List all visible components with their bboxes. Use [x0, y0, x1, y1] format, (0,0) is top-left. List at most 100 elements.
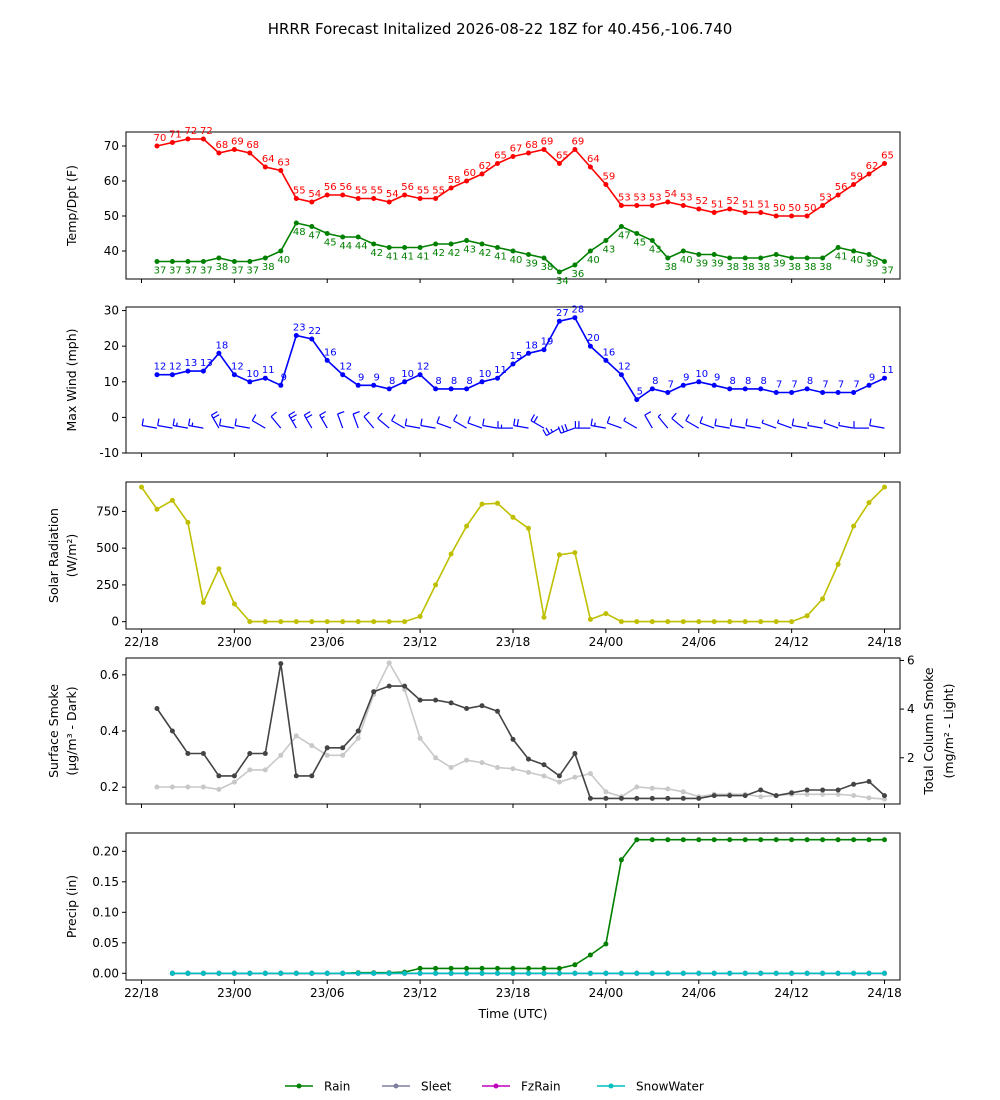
data-point [851, 182, 857, 187]
data-label: 38 [541, 262, 554, 273]
data-point [247, 751, 253, 756]
data-label: 38 [742, 262, 755, 273]
data-point [727, 386, 733, 392]
data-point [665, 795, 671, 801]
data-point [278, 752, 284, 758]
data-label: 37 [246, 266, 259, 277]
data-point [417, 372, 423, 378]
data-point [665, 199, 671, 205]
data-label: 16 [324, 347, 337, 358]
data-point [696, 379, 702, 385]
data-point [541, 347, 547, 353]
data-label: 15 [510, 351, 523, 362]
data-label: 19 [541, 337, 554, 348]
x-tick-label: 23/12 [403, 986, 438, 1000]
data-label: 12 [417, 362, 430, 373]
data-label: 63 [277, 158, 290, 169]
data-point [680, 789, 686, 795]
wind-barb-feather [644, 411, 652, 416]
data-point [696, 619, 702, 625]
data-label: 42 [479, 248, 492, 259]
wind-barb-shaft [671, 417, 684, 429]
data-point [278, 619, 284, 625]
data-point [510, 736, 516, 742]
y-axis-label: Solar Radiation [46, 508, 61, 603]
data-point [510, 970, 516, 976]
data-label: 50 [788, 203, 801, 214]
data-point [587, 343, 593, 349]
data-point [835, 787, 841, 793]
wind-barb-shaft [288, 414, 297, 429]
wind-barb-shaft [319, 414, 328, 429]
data-label: 53 [819, 193, 832, 204]
data-point [510, 248, 516, 254]
wind-barb-feather [838, 421, 840, 426]
data-label: 13 [185, 358, 198, 369]
data-point [603, 970, 609, 976]
data-point [696, 837, 702, 843]
data-point [479, 171, 485, 177]
data-point [278, 248, 284, 254]
data-point [634, 203, 640, 208]
data-label: 67 [510, 144, 523, 155]
data-point [371, 241, 377, 247]
data-point [448, 700, 454, 706]
data-point [495, 375, 500, 381]
data-point [727, 837, 733, 843]
data-point [541, 147, 547, 152]
y-tick-label: 50 [104, 209, 119, 223]
data-point [758, 210, 764, 215]
data-point [386, 619, 392, 625]
wind-barb-feather [141, 418, 144, 426]
wind-barb-feather [869, 418, 872, 426]
data-point [587, 970, 593, 976]
data-point [355, 728, 361, 734]
data-point [495, 245, 500, 250]
data-label: 42 [432, 248, 445, 259]
data-point [309, 619, 315, 625]
data-point [758, 619, 764, 625]
data-point [262, 619, 268, 625]
data-point [324, 752, 330, 758]
data-point [247, 970, 253, 976]
data-label: 53 [618, 193, 631, 204]
data-point [324, 357, 330, 363]
data-point [696, 206, 702, 212]
data-label: 41 [401, 252, 414, 263]
x-tick-label: 24/00 [589, 635, 624, 649]
data-point [526, 970, 531, 976]
data-point [340, 745, 346, 751]
data-point [355, 234, 361, 240]
data-point [603, 238, 609, 243]
data-point [680, 970, 686, 976]
y-axis-label: Precip (in) [64, 875, 79, 938]
data-label: 9 [281, 372, 287, 383]
data-point [154, 784, 160, 790]
wind-barb-shaft [699, 422, 715, 429]
wind-barb-feather [516, 419, 519, 427]
data-point [789, 255, 795, 261]
series-line-rain [172, 838, 885, 975]
data-label: 7 [791, 380, 797, 391]
data-point [185, 368, 191, 374]
data-label: 58 [448, 175, 461, 186]
data-label: 43 [603, 245, 616, 256]
data-point [835, 837, 841, 843]
data-point [185, 784, 191, 790]
data-point [355, 382, 361, 388]
data-point [278, 168, 284, 173]
data-label: 9 [683, 372, 689, 383]
data-point [618, 372, 624, 378]
panel-4: 0.2 0.4 0.6 2 4 6 Surface Smoke (μg/m³ - Dark) T… [46, 653, 956, 808]
data-point [789, 213, 795, 219]
wind-barb-feather [391, 414, 396, 421]
data-point [603, 611, 609, 617]
data-point [371, 619, 377, 625]
data-point [866, 171, 872, 177]
data-point [587, 248, 593, 254]
series-line-wind [157, 316, 885, 401]
data-point [618, 619, 624, 625]
data-point [309, 224, 315, 229]
